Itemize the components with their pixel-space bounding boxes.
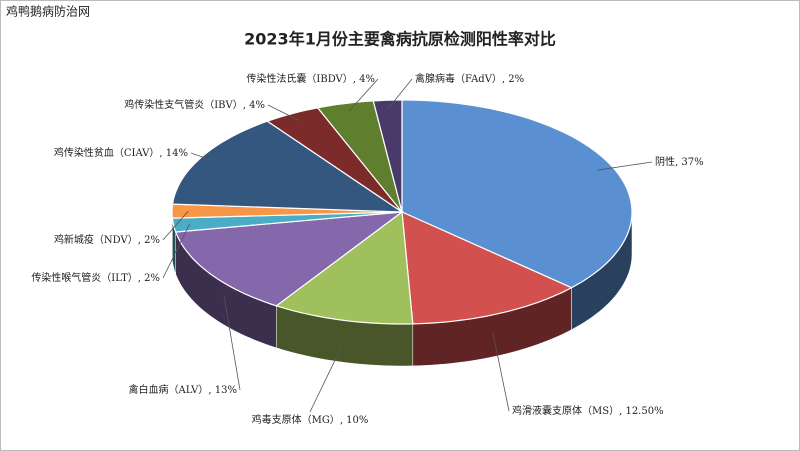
value-label: , 13% — [208, 385, 237, 396]
data-label: 鸡传染性贫血（CIAV）, 14% — [54, 146, 188, 159]
leader-line — [190, 152, 216, 162]
data-label: 阴性, 37% — [655, 155, 704, 168]
value-label: , 12.50% — [619, 406, 664, 417]
slice — [316, 100, 403, 213]
value-label: , 4% — [243, 100, 265, 111]
category-label: 鸡传染性贫血（CIAV） — [54, 146, 160, 159]
category-label: 传染性喉气管炎（ILT） — [31, 271, 137, 284]
slice — [401, 99, 633, 289]
data-label: 鸡传染性支气管炎（IBV）, 4% — [124, 98, 265, 111]
slice — [174, 211, 405, 307]
leader-line — [162, 210, 189, 241]
value-label: , 14% — [159, 148, 188, 159]
slice — [274, 210, 414, 325]
leader-line — [223, 294, 241, 391]
data-label: 传染性法氏囊（IBDV）, 4% — [246, 72, 375, 85]
category-label: 传染性法氏囊（IBDV） — [246, 72, 352, 85]
value-label: , 2% — [138, 273, 160, 284]
value-label: , 2% — [138, 235, 160, 246]
data-label: 传染性喉气管炎（ILT）, 2% — [31, 271, 160, 284]
data-label: 鸡毒支原体（MG）, 10% — [252, 413, 369, 426]
leader-line — [162, 224, 190, 279]
category-label: 禽腺病毒（FAdV） — [415, 72, 502, 85]
category-label: 鸡传染性支气管炎（IBV） — [124, 98, 243, 111]
data-label: 禽白血病（ALV）, 13% — [129, 383, 238, 396]
category-label: 阴性 — [655, 155, 675, 168]
value-label: , 37% — [675, 157, 704, 168]
category-label: 鸡滑液囊支原体（MS） — [512, 404, 619, 417]
value-label: , 4% — [353, 74, 375, 85]
leader-line — [597, 161, 653, 171]
leader-line — [267, 104, 300, 121]
slice — [372, 99, 403, 213]
chart-title: 2023年1月份主要禽病抗原检测阳性率对比 — [244, 30, 556, 49]
leader-line — [309, 337, 347, 413]
data-label: 鸡新城疫（NDV）, 2% — [54, 233, 160, 246]
category-label: 鸡毒支原体（MG） — [252, 413, 340, 426]
leader-line — [388, 78, 413, 109]
slice — [266, 107, 403, 213]
category-label: 鸡新城疫（NDV） — [54, 233, 138, 246]
leader-line — [348, 78, 379, 112]
category-label: 禽白血病（ALV） — [129, 383, 209, 396]
slice — [171, 120, 405, 213]
leader-line — [492, 331, 510, 412]
data-label: 鸡滑液囊支原体（MS）, 12.50% — [512, 404, 664, 417]
data-label: 禽腺病毒（FAdV）, 2% — [415, 72, 524, 85]
slice — [401, 211, 573, 325]
value-label: , 2% — [502, 74, 524, 85]
watermark: 鸡鸭鹅病防治网 — [6, 4, 90, 19]
value-label: , 10% — [340, 415, 369, 426]
